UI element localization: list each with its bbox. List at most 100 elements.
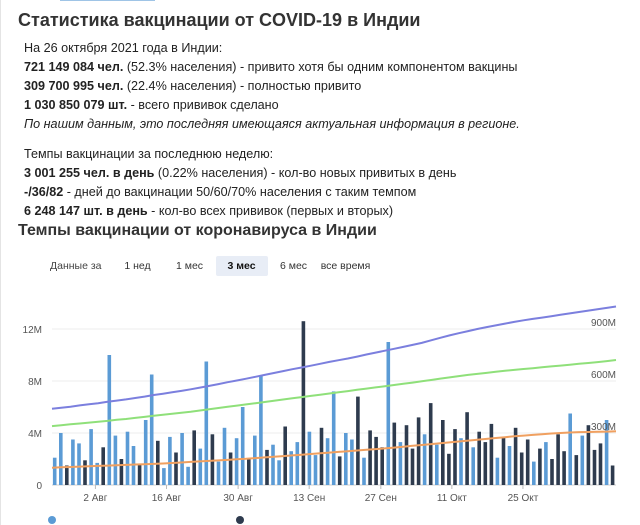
cumulative-lines [51,305,617,469]
week-rate-value: 3 001 255 чел. в день [24,166,155,180]
daily-bar [447,453,451,485]
daily-bar [441,420,445,485]
daily-bar [89,429,93,485]
left-axis-tick-label: 8M [28,377,42,388]
x-axis-tick-label: 2 Авг [83,493,107,504]
stats-note: По нашим данным, это последняя имеющаяся… [24,117,520,131]
daily-bar [507,446,512,485]
vaccination-chart: 0 4M 8M 12M 300M 600M 900M 2 Авг 16 Авг 30 Авг 13 … [23,305,617,504]
x-axis-tick-label: 30 Авг [223,493,253,504]
legend-marker-daily[interactable] [48,516,56,524]
first-dose-desc: (52.3% населения) - привито хотя бы одни… [123,60,518,74]
range-button-1-week[interactable]: 1 нед [124,260,151,272]
daily-bar [65,465,69,485]
right-axis-tick-label: 900M [591,318,616,329]
daily-bar [271,444,275,485]
stats-date-line: На 26 октября 2021 года в Индии: [24,41,223,55]
daily-bar [495,457,500,485]
daily-bars [52,321,615,485]
left-axis-tick-label: 4M [28,429,42,440]
week-days-line: -/36/82 - дней до вакцинации 50/60/70% н… [24,183,520,202]
daily-bar [295,442,300,485]
right-axis-tick-label: 300M [591,422,616,433]
x-axis-tick-label: 11 Окт [437,493,467,504]
daily-bar [489,423,494,485]
daily-bar [604,420,609,485]
range-button-all-time[interactable]: все время [320,260,371,272]
page-title: Статистика вакцинации от COVID-19 в Инди… [18,10,421,30]
daily-bar [362,457,366,485]
daily-bar [532,461,536,485]
daily-bar [259,375,263,485]
x-axis-tick-label: 16 Авг [152,493,182,504]
stats-total-doses-line: 1 030 850 079 шт. - всего прививок сдела… [24,96,520,115]
range-selector: Данные за 1 нед 1 мес 3 мес 6 мес все вр… [50,256,372,276]
daily-bar [204,361,209,485]
daily-bar [574,455,579,485]
week-doses-line: 6 248 147 шт. в день - кол-во всех приви… [24,202,520,221]
daily-bar [59,433,63,485]
daily-bar [240,407,245,485]
first-dose-count: 721 149 084 чел. [24,60,124,74]
stats-first-dose-line: 721 149 084 чел. (52.3% населения) - при… [24,58,520,77]
fully-vaccinated-desc: (22.4% населения) - полностью привито [123,79,362,93]
stats-fully-vaccinated-line: 309 700 995 чел. (22.4% населения) - пол… [24,77,520,96]
daily-bar [119,459,124,485]
second-dose-line [51,430,617,469]
daily-bar [550,459,554,485]
legend-marker-dark[interactable] [236,516,244,524]
daily-bar [289,451,293,485]
daily-bar [325,438,330,485]
daily-bar [313,455,318,485]
daily-bar [319,427,324,485]
daily-bar [435,444,439,485]
fully-vaccinated-count: 309 700 995 чел. [24,79,124,93]
left-axis-tick-label: 0 [36,481,42,492]
daily-bar [234,438,239,485]
week-days-value: -/36/82 [24,185,64,199]
daily-bar [501,436,506,485]
range-button-1-month[interactable]: 1 мес [175,260,204,272]
daily-bar [162,468,166,485]
daily-bar [71,439,75,485]
daily-bar [562,451,566,485]
top-accent-line [60,0,155,1]
x-axis-tick-label: 27 Сен [365,493,397,504]
x-axis-tick-label: 25 Окт [508,493,539,504]
daily-bar [392,422,397,485]
daily-bar [356,396,360,485]
week-heading: Темпы вакцинации за последнюю неделю: [24,147,274,161]
page-left-border [0,0,1,525]
total-doses-line [51,305,617,410]
daily-bar [52,457,57,485]
range-button-3-months[interactable]: 3 мес [215,256,268,276]
range-button-6-months[interactable]: 6 мес [279,260,308,272]
daily-bar [410,448,415,485]
daily-bar [192,430,196,485]
daily-bar [174,452,178,485]
daily-bar [380,447,384,485]
daily-bar [143,420,148,485]
daily-bar [277,460,281,485]
week-rate-line: 3 001 255 чел. в день (0.22% населения) … [24,164,520,183]
first-dose-line [51,359,617,428]
daily-bar [180,433,184,485]
daily-bar [222,427,227,485]
daily-bar [253,435,257,485]
daily-bar [350,439,354,485]
daily-bar [568,413,572,485]
week-doses-value: 6 248 147 шт. в день [24,204,148,218]
daily-bar [337,456,342,485]
daily-bar [586,425,591,485]
daily-bar [368,430,372,485]
daily-bar [453,429,457,485]
daily-bar [404,425,409,485]
daily-bar [598,443,603,485]
daily-bar [477,431,481,485]
stats-spacer [24,134,520,145]
daily-bar [113,435,118,485]
range-label: Данные за [50,260,102,272]
daily-bar [538,448,542,485]
daily-bar [95,462,99,485]
daily-bar [465,412,469,485]
